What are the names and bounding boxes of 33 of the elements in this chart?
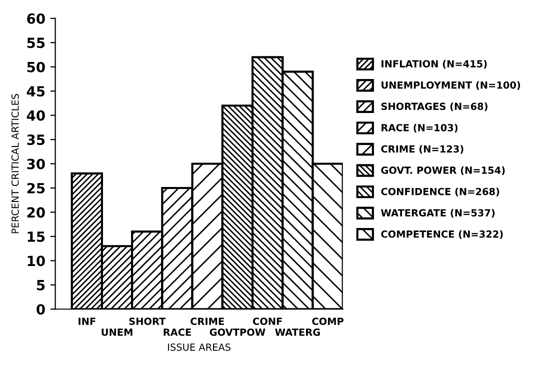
legend-label: SHORTAGES (N=68) (381, 102, 488, 112)
y-tick-label: 20 (27, 207, 45, 218)
y-tick-label: 10 (28, 256, 45, 266)
y-tick-label: 45 (26, 86, 45, 97)
y-tick-label: 5 (36, 280, 45, 290)
legend-label: INFLATION (N=415) (382, 60, 487, 69)
y-tick-label: 15 (28, 232, 45, 242)
x-tick-label: RACE (164, 328, 191, 336)
x-tick-label: SHORT (129, 318, 166, 325)
y-tick-label: 40 (26, 110, 45, 121)
x-tick-label: INF (78, 318, 96, 325)
y-axis-title: PERCENT CRITICAL ARTICLES (11, 94, 19, 234)
y-tick-label: 30 (27, 158, 45, 170)
legend-label: CONFIDENCE (N=268) (381, 188, 500, 196)
x-tick-label: WATERG (275, 328, 320, 336)
y-tick-label: 35 (27, 134, 45, 146)
y-tick-label: 50 (27, 62, 45, 72)
y-tick-label: 0 (36, 304, 45, 315)
legend-label: GOVT. POWER (N=154) (381, 166, 505, 176)
legend-label: COMPETENCE (N=322) (381, 230, 503, 239)
legend-label: WATERGATE (N=537) (380, 208, 495, 218)
x-tick-label: COMP (312, 318, 344, 325)
y-tick-label: 60 (27, 13, 45, 24)
legend-label: UNEMPLOYMENT (N=100) (382, 81, 520, 90)
legend-label: CRIME (N=123) (381, 145, 464, 154)
x-tick-label: CONF (252, 318, 282, 325)
x-tick-label: CRIME (190, 318, 224, 325)
x-axis-title: ISSUE AREAS (168, 343, 230, 351)
legend-label: RACE (N=103) (382, 124, 458, 132)
y-tick-label: 25 (27, 182, 45, 194)
x-tick-label: GOVTPOW (210, 328, 266, 336)
y-tick-label: 55 (27, 38, 45, 48)
x-tick-label: UNEM (102, 328, 132, 336)
